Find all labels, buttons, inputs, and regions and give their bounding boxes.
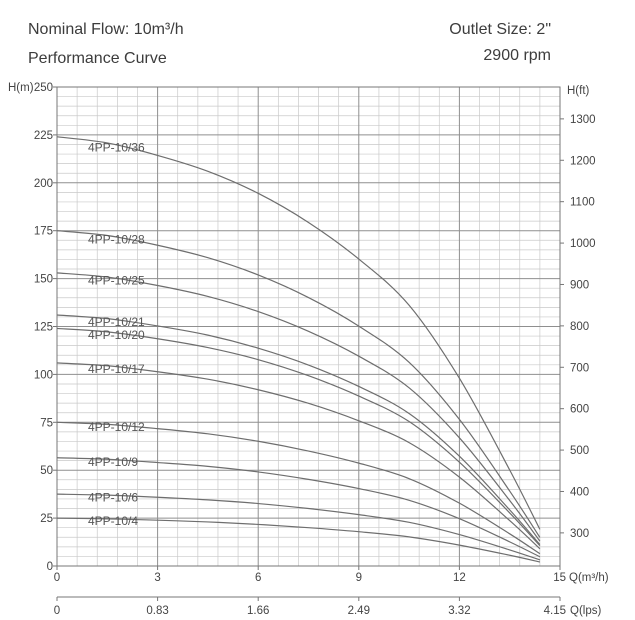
x2-tick-label: 0.83: [146, 605, 168, 617]
curve-4pp-10-17: [56, 362, 541, 550]
y2-tick-label: 300: [570, 528, 589, 540]
y2-tick-label: 900: [570, 280, 589, 292]
y-tick-label: 175: [34, 226, 53, 238]
curve-label-4pp-10-25: 4PP-10/25: [88, 274, 145, 288]
curve-label-4pp-10-36: 4PP-10/36: [88, 140, 145, 154]
y-tick-label: 25: [40, 513, 53, 525]
y2-tick-label: 400: [570, 487, 589, 499]
x-axis-flow-m3h: 0 3 6 9 12 15: [54, 566, 566, 584]
curve-4pp-10-4: [56, 517, 541, 563]
x2-tick-label: 1.66: [247, 605, 269, 617]
curve-labels: 4PP-10/364PP-10/284PP-10/254PP-10/214PP-…: [88, 140, 145, 528]
y-tick-label: 225: [34, 130, 53, 142]
speed-text: 2900 rpm: [483, 47, 551, 64]
curve-4pp-10-9: [56, 457, 541, 558]
x-tick-label: 3: [154, 572, 160, 584]
curve-label-4pp-10-4: 4PP-10/4: [88, 514, 138, 528]
chart-title: Performance Curve: [28, 50, 167, 67]
y2-tick-label: 1200: [570, 155, 596, 167]
curve-4pp-10-36: [56, 136, 541, 530]
curve-label-4pp-10-20: 4PP-10/20: [88, 328, 145, 342]
y2-tick-label: 600: [570, 404, 589, 416]
curve-label-4pp-10-21: 4PP-10/21: [88, 315, 145, 329]
nominal-flow-text: Nominal Flow: 10m³/h: [28, 21, 184, 38]
x-tick-label: 9: [356, 572, 362, 584]
curve-label-4pp-10-17: 4PP-10/17: [88, 362, 145, 376]
x-tick-label: 0: [54, 572, 60, 584]
y-axis-right: 300 400 500 600 700 800 900 1000 1100 1200 1300: [560, 114, 596, 540]
x-tick-label: 6: [255, 572, 261, 584]
y2-axis-label: H(ft): [567, 85, 590, 97]
x2-tick-label: 4.15: [544, 605, 566, 617]
x-tick-label: 12: [453, 572, 466, 584]
y-tick-label: 125: [34, 322, 53, 334]
y-tick-label: 100: [34, 369, 53, 381]
curve-4pp-10-28: [56, 230, 541, 538]
pump-curves: [56, 136, 541, 563]
y-axis-label: H(m): [8, 82, 34, 94]
x-tick-label: 15: [553, 572, 566, 584]
x2-axis-label: Q(lps): [570, 605, 601, 617]
curve-4pp-10-12: [56, 421, 541, 555]
plot-grid: [57, 87, 560, 566]
outlet-size-text: Outlet Size: 2": [449, 21, 551, 38]
curve-label-4pp-10-28: 4PP-10/28: [88, 232, 145, 246]
curve-label-4pp-10-9: 4PP-10/9: [88, 455, 138, 469]
y2-tick-label: 1300: [570, 114, 596, 126]
x-axis-flow-lps: 0 0.83 1.66 2.49 3.32 4.15: [54, 596, 566, 617]
curve-label-4pp-10-12: 4PP-10/12: [88, 420, 145, 434]
y2-tick-label: 800: [570, 321, 589, 333]
x2-tick-label: 0: [54, 605, 60, 617]
x2-tick-label: 2.49: [348, 605, 370, 617]
y2-tick-label: 1100: [570, 197, 595, 209]
y2-tick-label: 1000: [570, 238, 596, 250]
y-axis-left: 0 25 50 75 100 125 150 175 200 225 250: [34, 82, 57, 573]
x-axis-label: Q(m³/h): [569, 572, 609, 584]
y-tick-label: 150: [34, 274, 53, 286]
curve-4pp-10-6: [56, 493, 541, 561]
y-tick-label: 250: [34, 82, 53, 94]
y2-tick-label: 500: [570, 445, 589, 457]
x2-tick-label: 3.32: [448, 605, 470, 617]
y2-tick-label: 700: [570, 362, 589, 374]
curve-4pp-10-25: [56, 272, 541, 542]
y-tick-label: 50: [40, 465, 53, 477]
y-tick-label: 75: [40, 417, 53, 429]
y-tick-label: 200: [34, 178, 53, 190]
curve-4pp-10-20: [56, 327, 541, 547]
y-tick-label: 0: [47, 561, 53, 573]
curve-4pp-10-21: [56, 314, 541, 545]
curve-label-4pp-10-6: 4PP-10/6: [88, 491, 138, 505]
